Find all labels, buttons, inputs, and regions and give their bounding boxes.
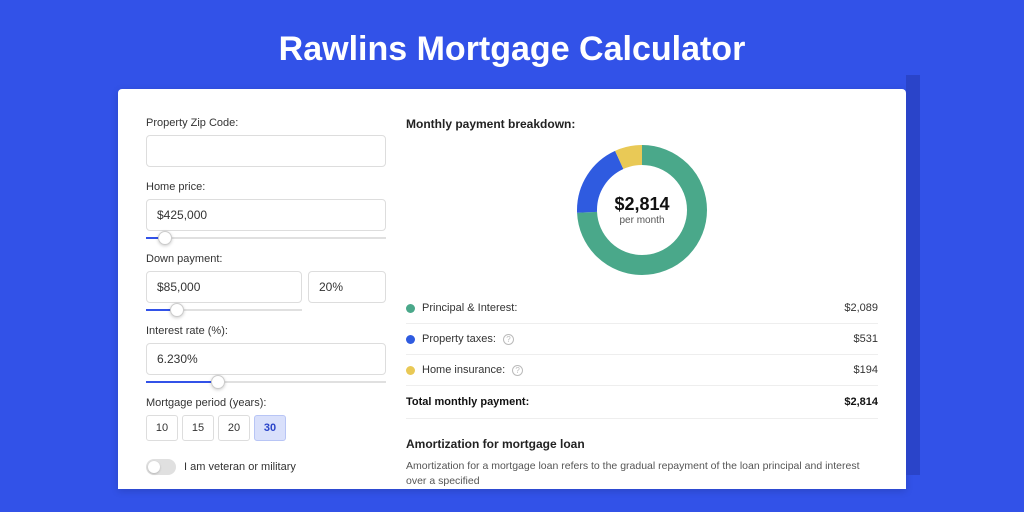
breakdown-title: Monthly payment breakdown:: [406, 117, 878, 131]
legend-row: Property taxes:? $531: [406, 324, 878, 355]
zip-input[interactable]: [146, 135, 386, 167]
home-price-label: Home price:: [146, 181, 386, 193]
interest-rate-input[interactable]: [146, 343, 386, 375]
legend-dot: [406, 335, 415, 344]
info-icon[interactable]: ?: [503, 334, 514, 345]
payment-donut-chart: $2,814 per month: [577, 145, 707, 275]
legend-value: $531: [854, 333, 878, 345]
amortization-title: Amortization for mortgage loan: [406, 437, 878, 451]
period-button-10[interactable]: 10: [146, 415, 178, 441]
total-value: $2,814: [844, 396, 878, 408]
interest-rate-label: Interest rate (%):: [146, 325, 386, 337]
legend-value: $194: [854, 364, 878, 376]
total-row: Total monthly payment: $2,814: [406, 386, 878, 419]
legend-dot: [406, 366, 415, 375]
calculator-card: Property Zip Code: Home price: Down paym…: [118, 89, 906, 489]
legend-row: Home insurance:? $194: [406, 355, 878, 386]
veteran-label: I am veteran or military: [184, 461, 296, 473]
donut-center-sub: per month: [619, 215, 664, 226]
amortization-text: Amortization for a mortgage loan refers …: [406, 459, 878, 488]
down-payment-input[interactable]: [146, 271, 302, 303]
legend-label: Principal & Interest:: [422, 302, 517, 314]
total-label: Total monthly payment:: [406, 396, 529, 408]
veteran-toggle[interactable]: [146, 459, 176, 475]
interest-rate-slider[interactable]: [146, 381, 386, 383]
legend-row: Principal & Interest: $2,089: [406, 293, 878, 324]
legend-label: Property taxes:: [422, 333, 496, 345]
down-payment-pct-input[interactable]: [308, 271, 386, 303]
zip-label: Property Zip Code:: [146, 117, 386, 129]
home-price-slider[interactable]: [146, 237, 386, 239]
period-buttons: 10152030: [146, 415, 386, 441]
down-payment-slider[interactable]: [146, 309, 302, 311]
info-icon[interactable]: ?: [512, 365, 523, 376]
breakdown-panel: Monthly payment breakdown: $2,814 per mo…: [406, 117, 878, 489]
legend-dot: [406, 304, 415, 313]
down-payment-label: Down payment:: [146, 253, 386, 265]
form-panel: Property Zip Code: Home price: Down paym…: [146, 117, 386, 489]
period-button-30[interactable]: 30: [254, 415, 286, 441]
donut-center-value: $2,814: [614, 194, 669, 215]
home-price-input[interactable]: [146, 199, 386, 231]
page-title: Rawlins Mortgage Calculator: [0, 0, 1024, 89]
legend-value: $2,089: [844, 302, 878, 314]
period-button-20[interactable]: 20: [218, 415, 250, 441]
period-button-15[interactable]: 15: [182, 415, 214, 441]
legend-label: Home insurance:: [422, 364, 505, 376]
period-label: Mortgage period (years):: [146, 397, 386, 409]
veteran-row: I am veteran or military: [146, 459, 386, 475]
donut-container: $2,814 per month: [406, 141, 878, 293]
